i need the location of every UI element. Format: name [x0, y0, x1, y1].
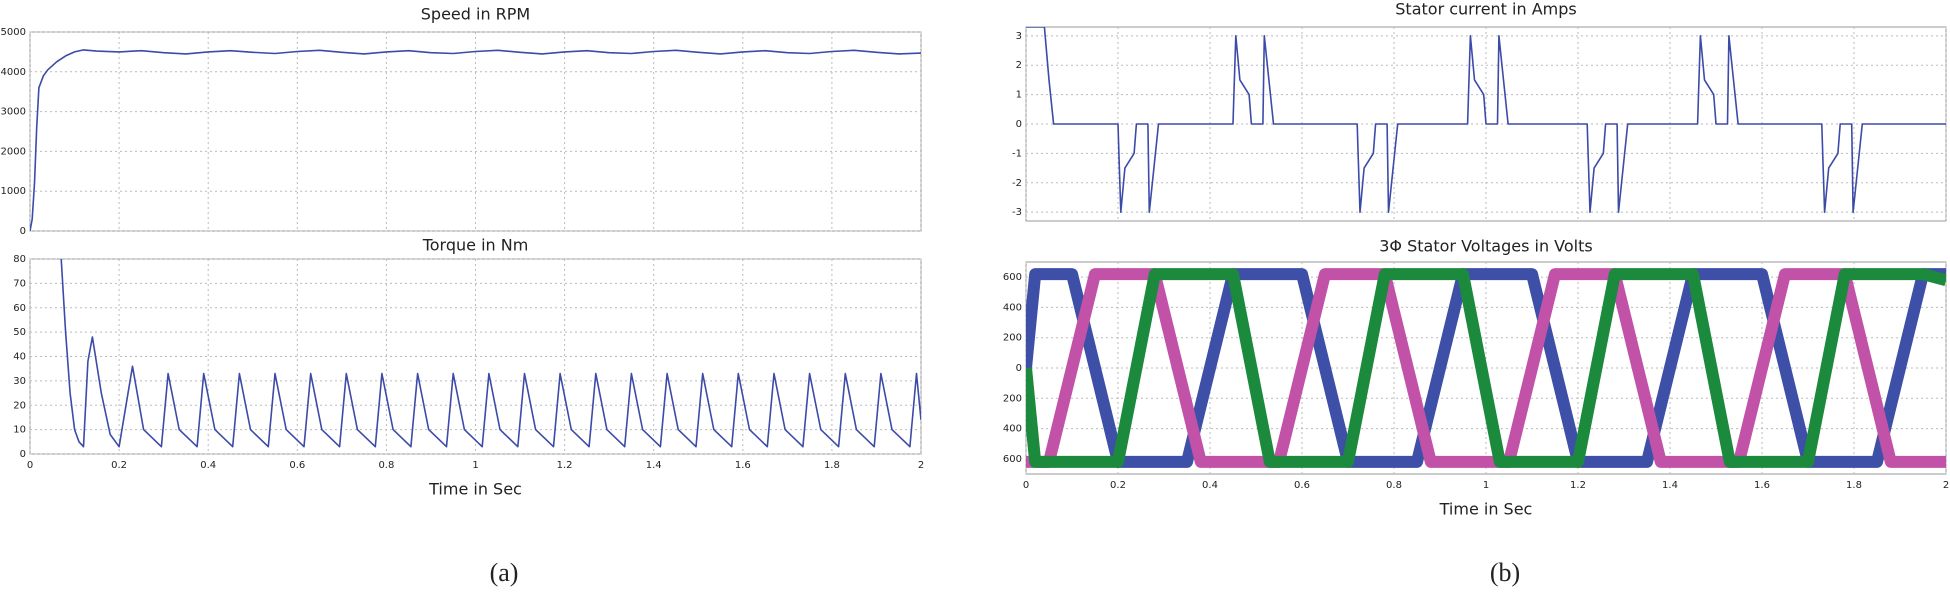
data-line	[30, 49, 921, 231]
y-tick-label: 60	[13, 303, 26, 314]
y-tick-label: 400	[1003, 424, 1022, 435]
y-tick-label: 30	[13, 376, 26, 387]
x-tick-label: 1.2	[557, 460, 573, 471]
x-tick-label: 1.4	[1662, 480, 1678, 491]
x-tick-label: 0.6	[289, 460, 305, 471]
x-tick-label: 1.4	[646, 460, 662, 471]
x-tick-label: 1.8	[824, 460, 840, 471]
y-tick-label: 2000	[1, 146, 26, 157]
x-tick-label: 0.2	[1110, 480, 1126, 491]
y-tick-label: -1	[1012, 148, 1022, 159]
chart-title: Stator current in Amps	[1395, 0, 1576, 19]
x-tick-label: 0	[27, 460, 33, 471]
y-tick-label: 50	[13, 327, 26, 338]
x-tick-label: 0.6	[1294, 480, 1310, 491]
x-tick-label: 2	[1943, 480, 1949, 491]
y-tick-label: 1	[1016, 90, 1022, 101]
y-tick-label: 3	[1016, 31, 1022, 42]
caption: (a)	[490, 558, 519, 587]
y-tick-label: 80	[13, 254, 26, 265]
x-tick-label: 1.6	[1754, 480, 1770, 491]
chart-title: 3Φ Stator Voltages in Volts	[1379, 237, 1592, 256]
y-tick-label: 5000	[1, 27, 26, 38]
x-tick-label: 0.8	[378, 460, 394, 471]
y-tick-label: 0	[20, 226, 26, 237]
y-tick-label: -3	[1012, 207, 1022, 218]
data-line	[60, 259, 921, 448]
y-tick-label: 400	[1003, 302, 1022, 313]
y-tick-label: 0	[1016, 363, 1022, 374]
y-tick-label: 0	[1016, 119, 1022, 130]
y-tick-label: 40	[13, 352, 26, 363]
x-tick-label: 0.4	[200, 460, 216, 471]
x-tick-label: 1.8	[1846, 480, 1862, 491]
y-tick-label: 10	[13, 425, 26, 436]
y-tick-label: 70	[13, 278, 26, 289]
x-tick-label: 1	[1483, 480, 1489, 491]
plot-area	[29, 31, 922, 232]
x-tick-label: 1	[472, 460, 478, 471]
y-tick-label: 20	[13, 400, 26, 411]
chart-title: Speed in RPM	[421, 5, 530, 24]
data-line	[1026, 268, 1946, 468]
y-tick-label: 200	[1003, 333, 1022, 344]
data-line	[1026, 268, 1946, 468]
x-tick-label: 0.4	[1202, 480, 1218, 491]
data-line	[1026, 27, 1946, 213]
caption: (b)	[1490, 558, 1520, 587]
x-tick-label: 0.2	[111, 460, 127, 471]
y-tick-label: 3000	[1, 107, 26, 118]
y-tick-label: -2	[1012, 178, 1022, 189]
x-tick-label: 0	[1023, 480, 1029, 491]
y-tick-label: 600	[1003, 454, 1022, 465]
chart-title: Torque in Nm	[422, 236, 529, 255]
y-tick-label: 200	[1003, 393, 1022, 404]
y-tick-label: 4000	[1, 67, 26, 78]
y-tick-label: 0	[20, 449, 26, 460]
y-tick-label: 600	[1003, 272, 1022, 283]
x-axis-label: Time in Sec	[428, 480, 522, 499]
y-tick-label: 1000	[1, 186, 26, 197]
x-tick-label: 1.2	[1570, 480, 1586, 491]
x-axis-label: Time in Sec	[1439, 500, 1533, 519]
x-tick-label: 1.6	[735, 460, 751, 471]
x-tick-label: 0.8	[1386, 480, 1402, 491]
y-tick-label: 2	[1016, 60, 1022, 71]
x-tick-label: 2	[918, 460, 924, 471]
